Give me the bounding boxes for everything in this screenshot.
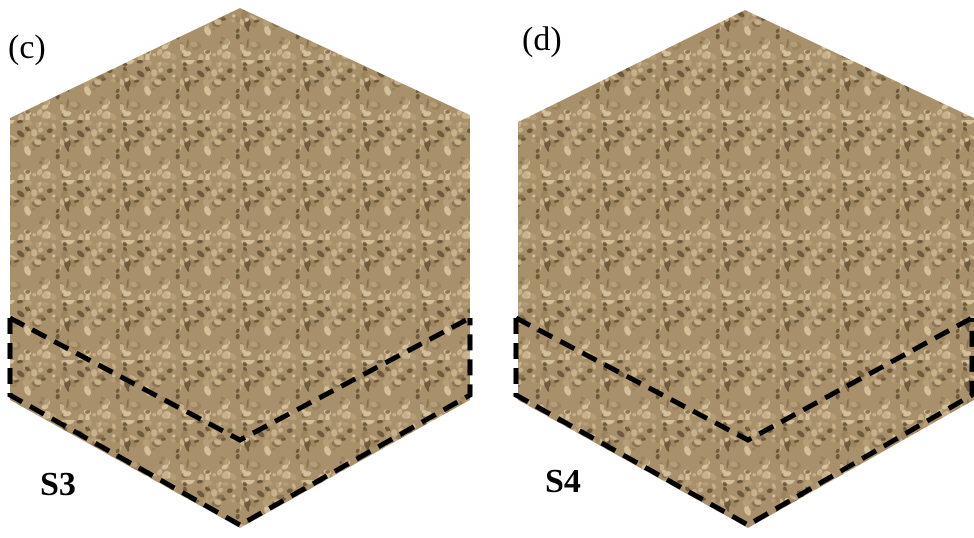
particle-volume <box>518 10 974 528</box>
particle-volume <box>10 8 470 528</box>
figure: (c) S3 (d) S4 <box>0 0 974 533</box>
panel-label: (d) <box>522 21 562 58</box>
region-label: S3 <box>40 466 76 503</box>
panel-label: (c) <box>8 29 46 66</box>
region-label: S4 <box>545 463 581 500</box>
cube: (c) S3 <box>8 8 470 528</box>
cube: (d) S4 <box>516 10 974 528</box>
